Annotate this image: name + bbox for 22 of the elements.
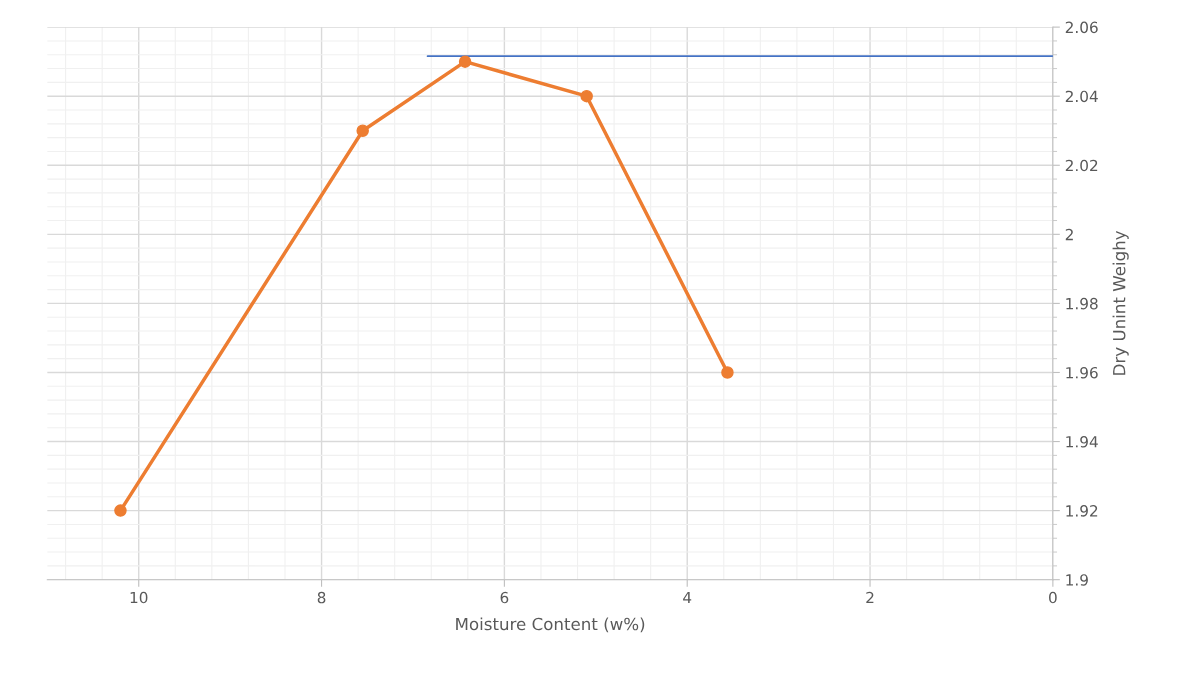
- y-tick-label: 1.92: [1066, 505, 1098, 517]
- y-tick-label: 1.98: [1066, 297, 1098, 310]
- x-tick-label: 8: [317, 591, 326, 604]
- point: [458, 55, 472, 68]
- point: [721, 366, 734, 379]
- point: [114, 504, 127, 517]
- x-tick-label: 2: [866, 591, 874, 604]
- x-tick-label: 4: [683, 591, 692, 604]
- y-tick-label: 2.04: [1065, 90, 1098, 103]
- y-tick-label: 1.96: [1066, 366, 1098, 379]
- x-tick-label: 10: [130, 591, 148, 604]
- y-tick-label: 2.06: [1065, 21, 1098, 34]
- point: [580, 89, 593, 103]
- y-tick-label: 1.94: [1066, 436, 1098, 448]
- x-axis-title: Moisture Content (w%): [456, 617, 645, 633]
- x-tick-label: 0: [1049, 591, 1057, 604]
- y-axis-title: Dry Unint Weighy: [1112, 230, 1129, 375]
- y-tick-label: 2: [1065, 228, 1073, 241]
- y-tick-label: 2.02: [1065, 159, 1098, 172]
- point: [356, 124, 369, 137]
- x-tick-label: 6: [500, 591, 509, 604]
- y-tick-label: 1.9: [1066, 574, 1088, 586]
